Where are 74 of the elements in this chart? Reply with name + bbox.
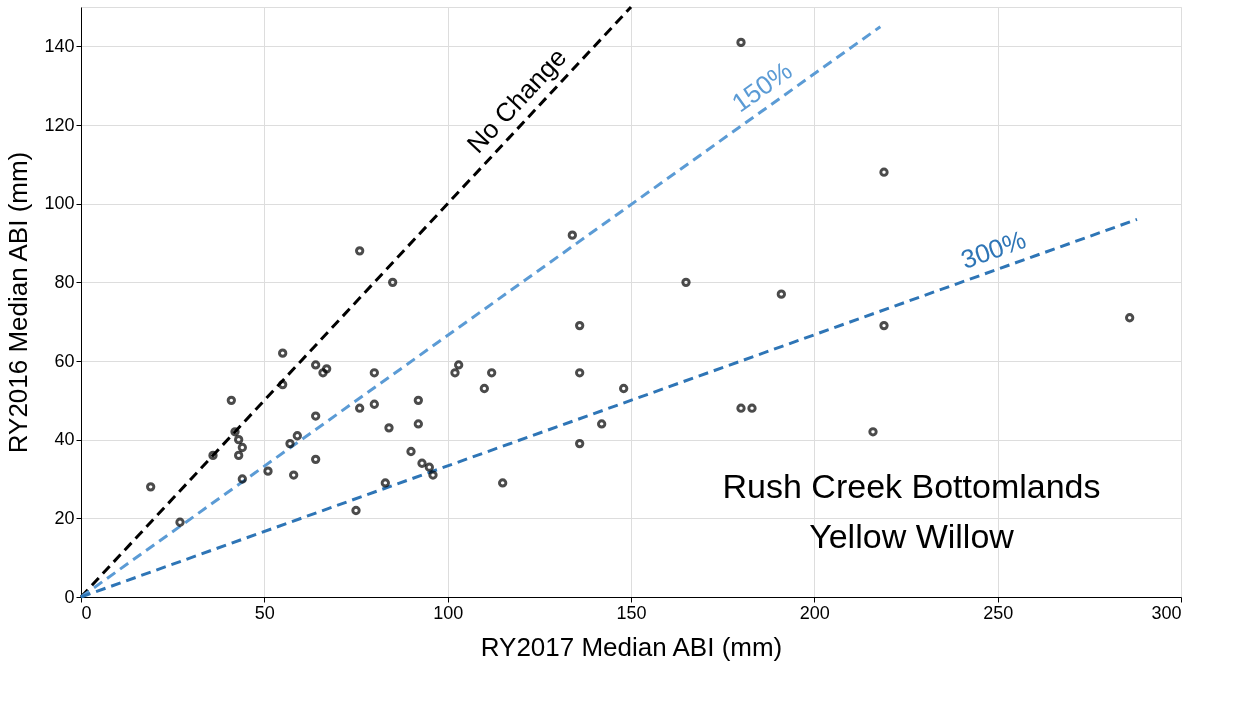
point [567,230,577,240]
point [380,478,390,488]
x-tick-label: 0 [81,602,92,623]
point [413,419,423,429]
point [736,403,746,413]
y-tick-label: 100 [44,193,75,214]
x-tick-label: 250 [983,602,1014,623]
point [322,364,332,374]
point [450,368,460,378]
point [311,454,321,464]
point [369,399,379,409]
x-axis-title: RY2017 Median ABI (mm) [480,631,783,662]
point [311,411,321,421]
point [226,395,236,405]
text: 300% [957,224,1030,275]
point [406,446,416,457]
y-tick-label: 0 [64,586,75,607]
x-tick-label: 150 [616,602,647,623]
point [263,466,273,476]
point [575,320,585,331]
point [278,379,288,390]
point [619,383,629,394]
point [498,478,508,488]
x-tick-label: 200 [799,602,830,623]
point [597,419,607,429]
point [355,403,365,413]
x-tick-label: 50 [254,602,275,623]
point [879,167,889,177]
y-tick-label: 60 [54,350,75,371]
point [234,435,244,445]
point [146,482,156,492]
point [424,462,434,472]
point [776,289,786,299]
point [289,470,299,480]
point [369,368,379,378]
point [575,438,585,449]
point [747,403,757,413]
y-tick-label: 120 [44,114,75,135]
point [454,360,464,370]
point [230,427,240,437]
y-axis-title: RY2016 Median ABI (mm) [3,151,34,454]
point [487,368,497,378]
point [479,383,489,394]
x-tick-label: 100 [433,602,464,623]
point [879,320,889,331]
y-tick-label: 40 [54,429,75,450]
point [417,458,427,468]
point [413,395,423,405]
point [428,470,438,480]
point [237,474,247,484]
annotation: Yellow Willow [809,516,1015,555]
point [292,431,302,441]
y-tick-label: 140 [44,35,75,56]
point [575,368,585,378]
point [388,277,398,287]
point [285,438,295,449]
point [208,450,218,461]
point [736,37,746,48]
y-tick-label: 80 [54,271,75,292]
point [681,277,691,287]
point [234,450,244,461]
point [351,505,361,516]
point [278,348,288,358]
point [175,517,185,527]
point [355,246,365,256]
point [1125,313,1135,323]
point [318,368,328,378]
point [237,442,247,453]
point [384,423,394,433]
point [311,360,321,370]
annotation: Rush Creek Bottomlands [722,466,1101,505]
point [868,427,878,437]
y-tick-label: 20 [54,507,75,528]
x-tick-label: 300 [1151,602,1182,623]
